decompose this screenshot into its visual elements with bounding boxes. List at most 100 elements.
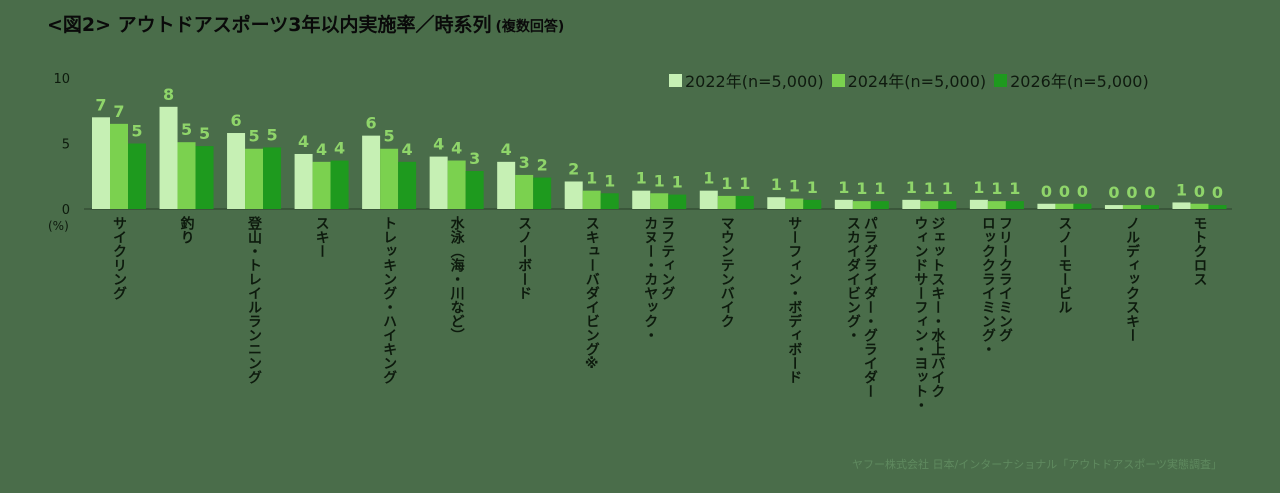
- bar-2022: [969, 199, 988, 209]
- data-label-2026: 0: [1077, 182, 1088, 201]
- data-label-2024: 1: [991, 179, 1002, 198]
- data-label-2026: 5: [199, 124, 210, 143]
- category-label: ノルディックスキー: [1124, 216, 1140, 342]
- bar-2024: [312, 161, 331, 209]
- data-label-2022: 1: [838, 178, 849, 197]
- bar-2024: [852, 201, 871, 209]
- bar-2022: [227, 133, 246, 209]
- data-label-2026: 5: [266, 125, 277, 144]
- bar-2026: [1140, 205, 1159, 209]
- bar-2024: [650, 193, 669, 209]
- legend-label-2022: 2022年(n=5,000): [685, 72, 824, 91]
- bar-2026: [398, 161, 417, 209]
- data-label-2024: 4: [316, 140, 327, 159]
- category-label: 登山・トレイルランニング: [246, 215, 263, 384]
- bar-2026: [465, 171, 484, 209]
- data-label-2026: 1: [874, 179, 885, 198]
- data-label-2026: 2: [537, 156, 548, 175]
- data-label-2026: 1: [1009, 179, 1020, 198]
- legend-item-2026: 2026年(n=5,000): [994, 68, 1149, 92]
- legend-item-2024: 2024年(n=5,000): [831, 68, 986, 92]
- data-label-2026: 4: [334, 139, 345, 158]
- data-label-2024: 1: [721, 174, 732, 193]
- bar-2024: [1122, 205, 1141, 209]
- data-label-2022: 1: [973, 178, 984, 197]
- category-label: カヌー・カヤック・: [642, 216, 658, 342]
- data-label-2022: 2: [568, 159, 579, 178]
- category-label: マウンテンバイク: [719, 216, 735, 328]
- data-label-2024: 0: [1059, 182, 1070, 201]
- bar-2024: [177, 142, 196, 209]
- data-label-2024: 3: [519, 153, 530, 172]
- data-label-2026: 1: [942, 179, 953, 198]
- bar-2022: [902, 199, 921, 209]
- bar-2024: [515, 174, 534, 209]
- category-label: スノーボード: [516, 216, 532, 300]
- bar-2026: [1208, 205, 1227, 209]
- data-label-2022: 0: [1108, 183, 1119, 202]
- data-label-2026: 3: [469, 149, 480, 168]
- bar-2024: [987, 201, 1006, 209]
- data-label-2026: 1: [604, 171, 615, 190]
- data-label-2024: 0: [1194, 182, 1205, 201]
- bar-2022: [429, 156, 448, 209]
- data-label-2024: 4: [451, 139, 462, 158]
- bar-2022: [1037, 203, 1056, 209]
- legend-swatch-2026: [994, 73, 1008, 87]
- bar-2026: [938, 201, 957, 209]
- bar-2024: [447, 160, 466, 209]
- bar-2022: [632, 190, 651, 209]
- data-label-2026: 0: [1144, 183, 1155, 202]
- legend-label-2026: 2026年(n=5,000): [1010, 72, 1149, 91]
- data-label-2026: 5: [131, 122, 142, 141]
- category-label: パラグライダー・グライダー: [862, 216, 878, 398]
- data-label-2024: 1: [789, 177, 800, 196]
- data-label-2026: 4: [402, 140, 413, 159]
- chart-legend: 2022年(n=5,000) 2024年(n=5,000) 2026年(n=5,…: [669, 68, 1149, 92]
- data-label-2022: 8: [163, 85, 174, 104]
- category-label: サイクリング: [111, 216, 127, 300]
- category-label: サーフィン・ボディボード: [786, 216, 802, 384]
- data-label-2022: 7: [95, 95, 106, 114]
- category-label: ウィンドサーフィン・ヨット・: [912, 216, 928, 412]
- bar-2024: [1190, 203, 1209, 209]
- source-note: ヤフー株式会社 日本/インターナショナル「アウトドアスポーツ実態調査」: [852, 458, 1222, 471]
- bar-2024: [380, 148, 399, 209]
- data-label-2022: 1: [703, 169, 714, 188]
- data-label-2022: 4: [433, 135, 444, 154]
- category-label: スキー: [314, 216, 330, 258]
- data-label-2022: 0: [1041, 182, 1052, 201]
- bar-2026: [330, 160, 349, 209]
- category-label: スノーモービル: [1056, 216, 1072, 314]
- bar-2026: [1073, 203, 1092, 209]
- data-label-2024: 5: [384, 127, 395, 146]
- bar-2026: [870, 201, 889, 209]
- data-label-2024: 5: [248, 127, 259, 146]
- category-label: モトクロス: [1191, 216, 1207, 286]
- category-label: トレッキング・ハイキング: [381, 216, 397, 384]
- legend-swatch-2022: [669, 73, 682, 87]
- bar-2026: [263, 147, 282, 209]
- bar-2022: [362, 135, 381, 209]
- bar-2026: [533, 177, 552, 209]
- bar-2024: [920, 201, 939, 209]
- data-label-2026: 1: [672, 173, 683, 192]
- data-label-2022: 6: [230, 111, 241, 130]
- category-label: ロッククライミング・: [980, 216, 996, 356]
- bar-2022: [92, 117, 110, 209]
- bar-2026: [128, 143, 146, 209]
- category-label: スカイダイビング・: [845, 216, 861, 342]
- category-label: 水泳（海・川など）: [449, 215, 466, 342]
- data-label-2026: 1: [807, 178, 818, 197]
- data-label-2026: 0: [1212, 183, 1223, 202]
- data-label-2024: 0: [1126, 183, 1137, 202]
- category-label: ラフティング: [659, 216, 675, 300]
- bar-2022: [834, 199, 853, 209]
- data-label-2022: 4: [501, 140, 512, 159]
- y-tick-label: 0: [62, 203, 70, 218]
- bar-2022: [1104, 205, 1123, 209]
- data-label-2022: 1: [636, 169, 647, 188]
- data-label-2022: 6: [366, 114, 377, 133]
- bar-2022: [1172, 202, 1191, 209]
